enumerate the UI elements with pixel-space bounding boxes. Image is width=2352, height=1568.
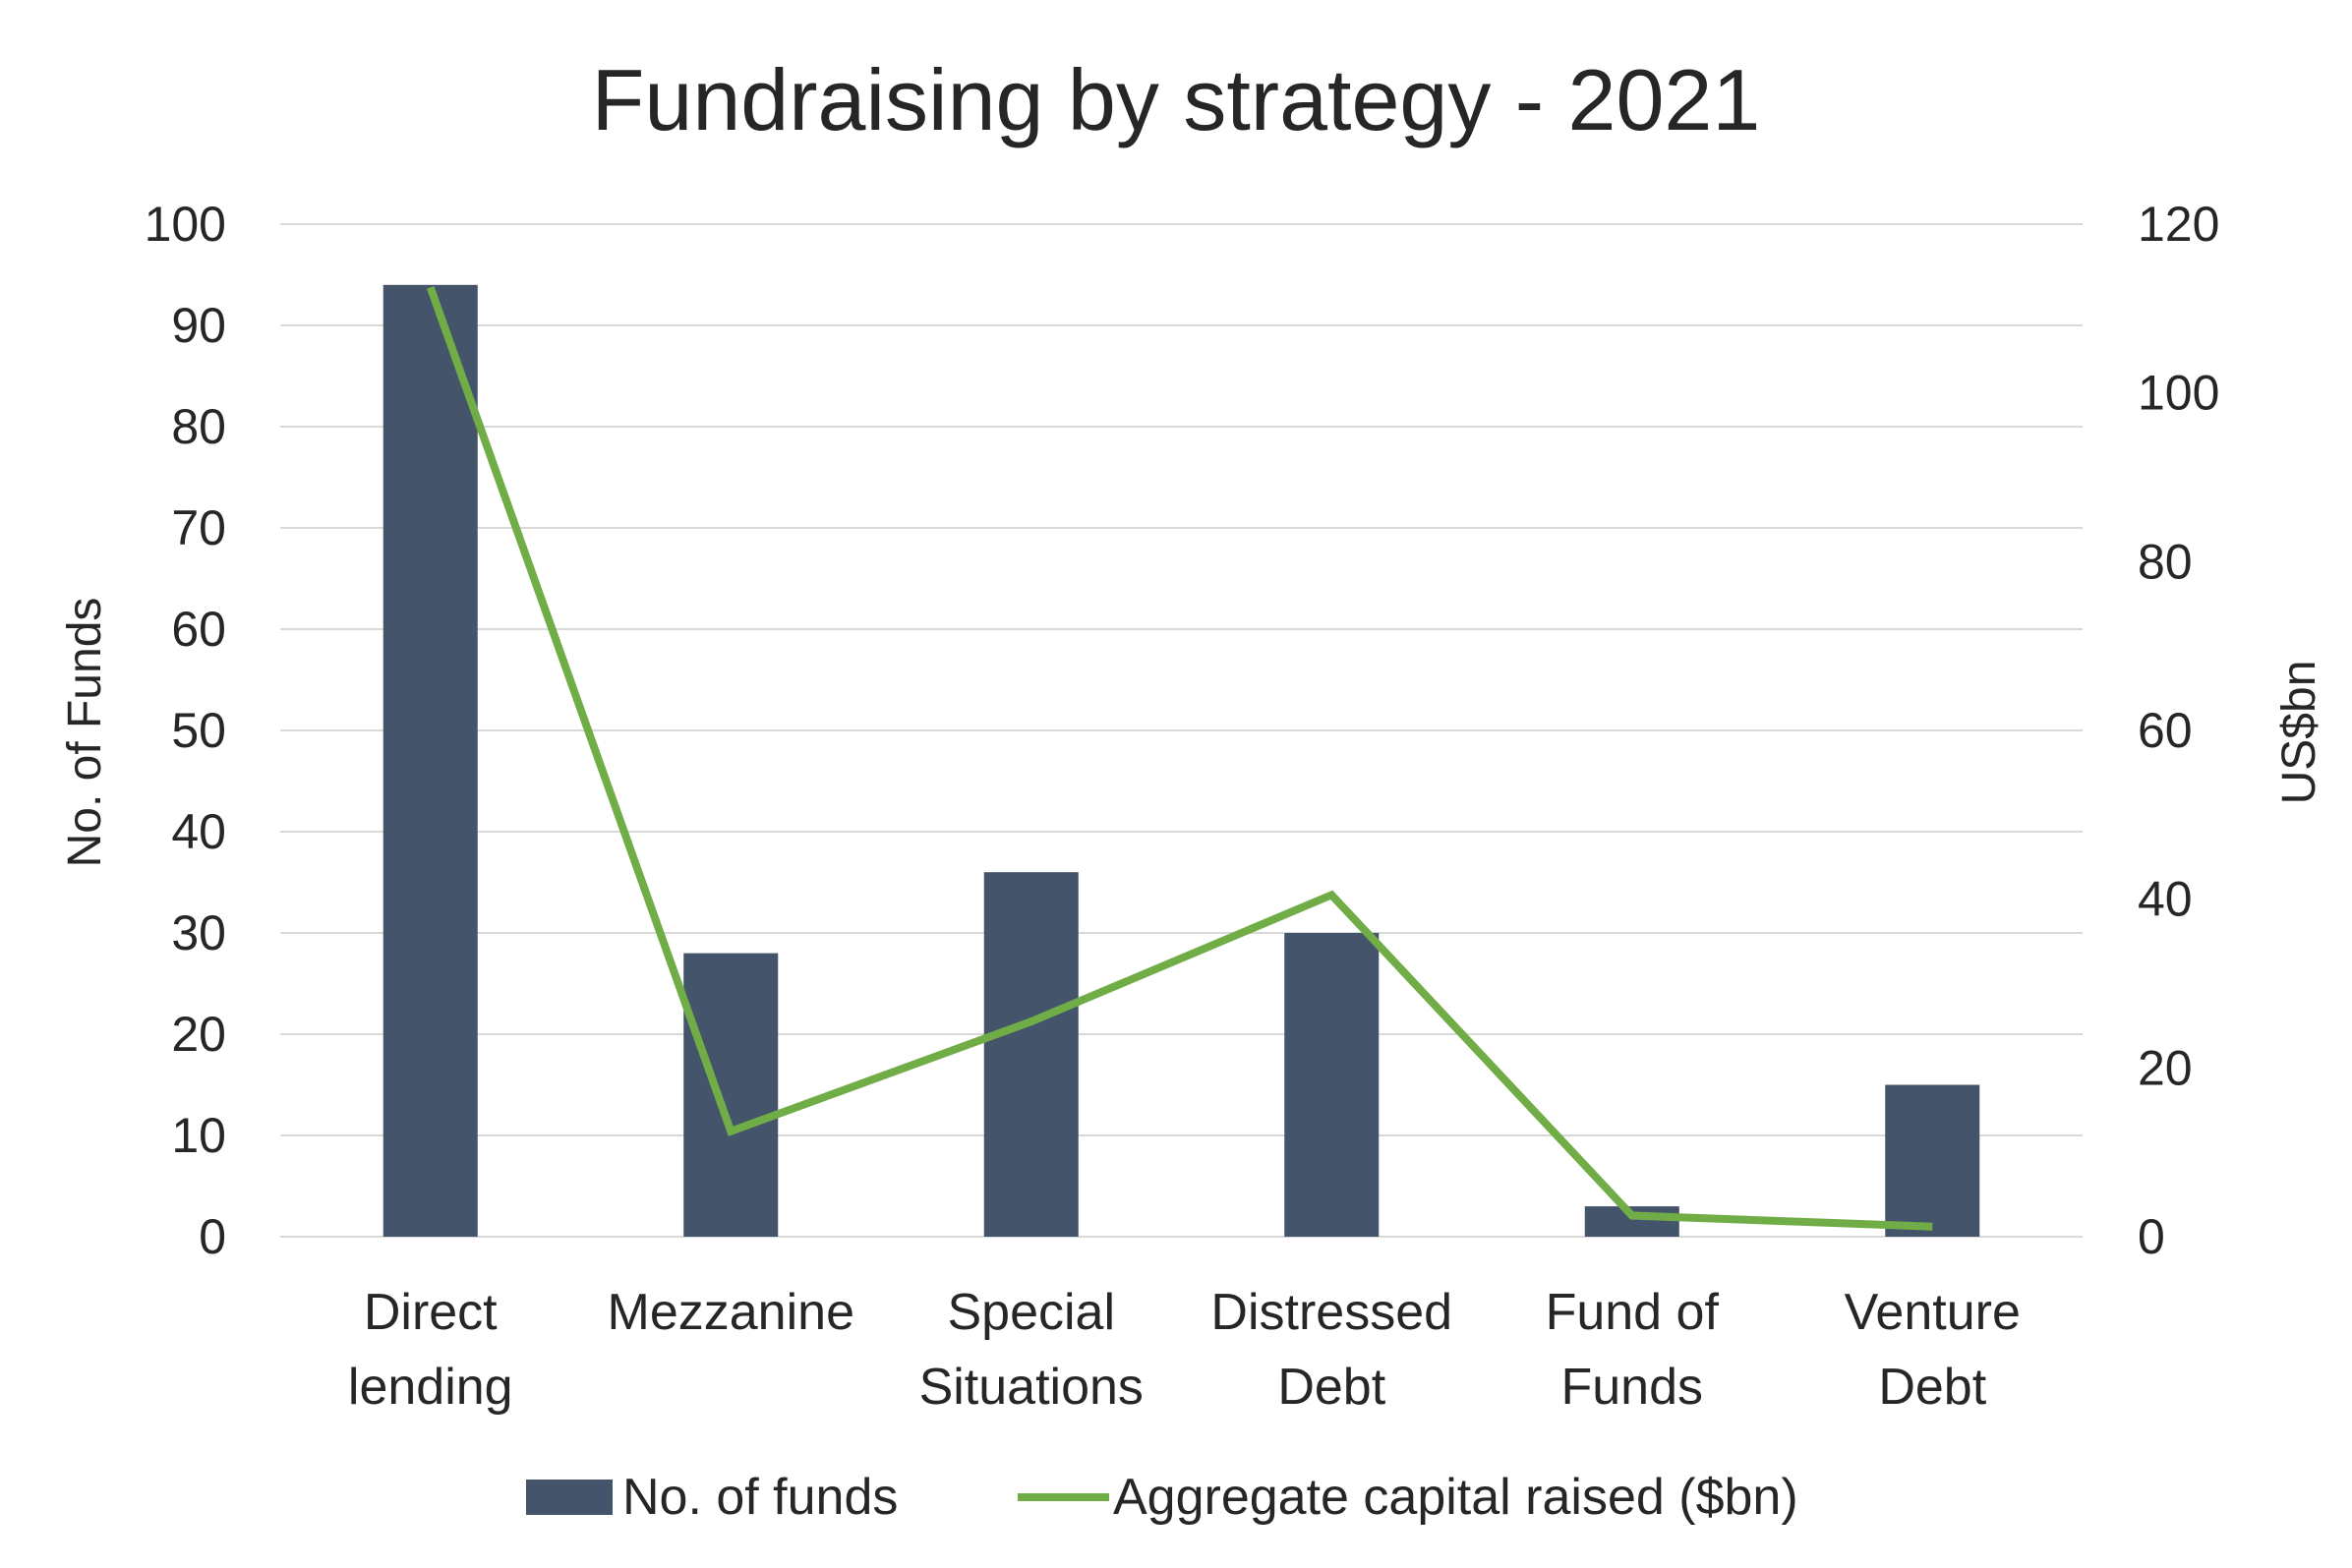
y-tick-left: 0 bbox=[199, 1209, 226, 1264]
y-tick-right: 40 bbox=[2138, 872, 2193, 927]
category-labels: Direct lending Mezzanine Special Situations D… bbox=[348, 1284, 2021, 1416]
y-tick-right: 0 bbox=[2138, 1209, 2165, 1264]
bar bbox=[683, 953, 779, 1237]
legend-label-bar: No. of funds bbox=[622, 1469, 898, 1526]
gridlines bbox=[280, 223, 2083, 1238]
y-tick-left: 50 bbox=[171, 703, 226, 758]
legend: No. of funds Aggregate capital raised ($… bbox=[526, 1469, 1798, 1526]
y-tick-left: 90 bbox=[171, 298, 226, 353]
y-axis-label-left: No. of Funds bbox=[59, 598, 111, 868]
bar bbox=[1885, 1084, 1980, 1237]
x-tick-label: Venture Debt bbox=[1845, 1284, 2021, 1416]
y-tick-right: 80 bbox=[2138, 534, 2193, 589]
y-axis-label-right: US$bn bbox=[2273, 661, 2325, 805]
legend-label-line: Aggregate capital raised ($bn) bbox=[1113, 1469, 1798, 1526]
y-tick-left: 30 bbox=[171, 905, 226, 960]
x-tick-label: Distressed Debt bbox=[1210, 1284, 1452, 1416]
y-tick-left: 20 bbox=[171, 1007, 226, 1062]
y-tick-left: 80 bbox=[171, 399, 226, 454]
x-tick-label: Fund of Funds bbox=[1546, 1284, 1720, 1416]
y-tick-left: 10 bbox=[171, 1108, 226, 1163]
chart-title: Fundraising by strategy - 2021 bbox=[592, 51, 1761, 148]
bar-series bbox=[382, 284, 1980, 1237]
y-tick-right: 60 bbox=[2138, 703, 2193, 758]
y-tick-right: 100 bbox=[2138, 366, 2219, 421]
bar bbox=[382, 284, 478, 1237]
x-tick-label: Direct lending bbox=[348, 1284, 513, 1416]
y-tick-right: 120 bbox=[2138, 197, 2219, 252]
bar bbox=[1284, 933, 1380, 1237]
line-series bbox=[426, 286, 1933, 1231]
bar bbox=[983, 872, 1079, 1237]
x-tick-label: Special Situations bbox=[919, 1284, 1144, 1416]
series-line bbox=[426, 286, 1933, 1231]
x-tick-label: Mezzanine bbox=[608, 1284, 854, 1341]
legend-swatch-bar bbox=[526, 1480, 613, 1515]
y-tick-left: 40 bbox=[171, 804, 226, 859]
left-axis-ticks: 0 10 20 30 40 50 60 70 80 90 100 bbox=[145, 197, 226, 1264]
y-tick-left: 70 bbox=[171, 500, 226, 555]
y-tick-right: 20 bbox=[2138, 1040, 2193, 1095]
right-axis-ticks: 0 20 40 60 80 100 120 bbox=[2138, 197, 2219, 1264]
y-tick-left: 60 bbox=[171, 602, 226, 657]
y-tick-left: 100 bbox=[145, 197, 226, 252]
